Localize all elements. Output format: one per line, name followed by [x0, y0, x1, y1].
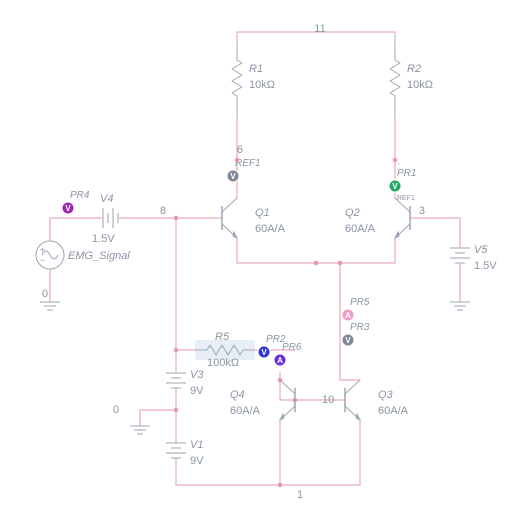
svg-text:60A/A: 60A/A [345, 223, 376, 235]
svg-text:R5: R5 [215, 331, 230, 343]
svg-text:A: A [345, 311, 351, 320]
svg-text:10: 10 [322, 394, 334, 406]
svg-text:6: 6 [237, 144, 243, 156]
svg-text:PR1: PR1 [397, 168, 416, 179]
svg-text:60A/A: 60A/A [378, 405, 409, 417]
svg-text:PR6: PR6 [282, 342, 302, 353]
svg-text:10kΩ: 10kΩ [407, 79, 433, 91]
svg-text:60A/A: 60A/A [230, 405, 261, 417]
svg-text:60A/A: 60A/A [255, 223, 286, 235]
svg-text:EMG_Signal: EMG_Signal [68, 250, 130, 262]
svg-text:+: + [40, 245, 45, 255]
svg-text:−: − [40, 255, 45, 265]
svg-text:8: 8 [160, 205, 166, 217]
svg-text:Q4: Q4 [230, 389, 245, 401]
svg-text:V4: V4 [100, 193, 113, 205]
svg-text:0: 0 [113, 404, 119, 416]
svg-text:V3: V3 [190, 369, 204, 381]
svg-text:Q3: Q3 [378, 389, 394, 401]
svg-text:3: 3 [419, 205, 425, 217]
svg-text:Q2: Q2 [345, 207, 360, 219]
svg-text:1.5V: 1.5V [92, 233, 115, 245]
svg-text:A: A [277, 356, 283, 365]
svg-text:V: V [392, 182, 398, 191]
svg-text:V: V [65, 204, 71, 213]
schematic-canvas: 1110100683R110kΩR210kΩR5100kΩQ160A/AQ260… [0, 0, 509, 510]
svg-text:11: 11 [314, 23, 325, 35]
svg-text:1: 1 [297, 489, 303, 501]
svg-text:R1: R1 [249, 63, 263, 75]
svg-text:0: 0 [42, 288, 48, 300]
svg-text:PR5: PR5 [350, 297, 370, 308]
svg-text:-: - [397, 159, 400, 168]
svg-text:9V: 9V [190, 385, 204, 397]
svg-text:1.5V: 1.5V [474, 260, 497, 272]
svg-text:REF1: REF1 [397, 195, 415, 202]
svg-text:100kΩ: 100kΩ [207, 357, 239, 369]
svg-text:10kΩ: 10kΩ [249, 79, 275, 91]
svg-text:V: V [261, 348, 267, 357]
svg-text:PR4: PR4 [70, 190, 90, 201]
svg-text:V: V [345, 336, 351, 345]
svg-text:Q1: Q1 [255, 207, 270, 219]
svg-text:PR3: PR3 [350, 322, 370, 333]
svg-text:R2: R2 [407, 63, 421, 75]
svg-text:V: V [230, 172, 236, 181]
svg-text:9V: 9V [190, 455, 204, 467]
svg-text:V1: V1 [190, 439, 203, 451]
svg-text:V5: V5 [474, 244, 488, 256]
